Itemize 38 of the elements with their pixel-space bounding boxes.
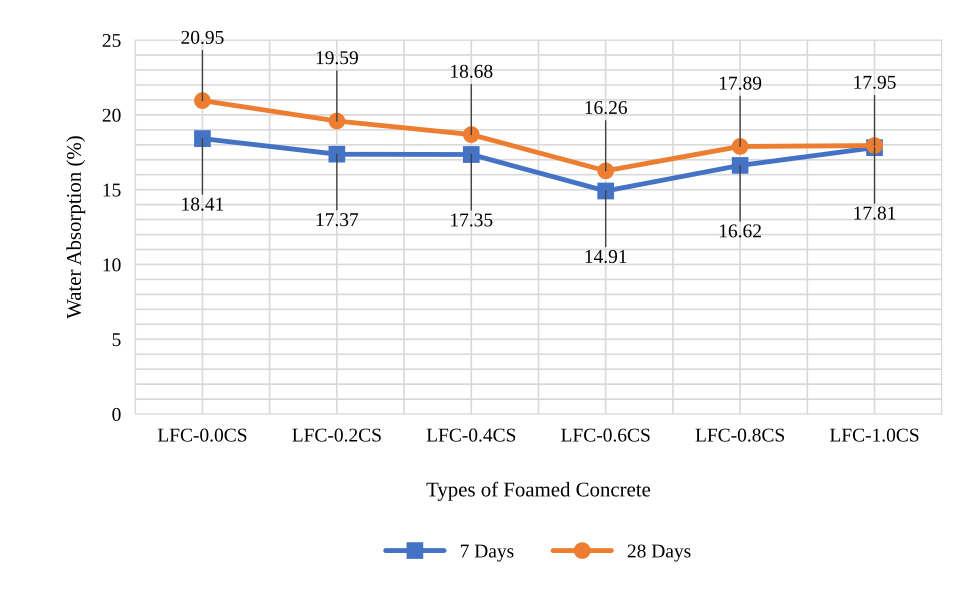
data-label: 17.89 [720, 76, 762, 90]
y-tick-label: 10 [104, 258, 121, 272]
data-label: 20.95 [181, 30, 224, 44]
data-label: 17.95 [854, 76, 896, 89]
data-label: 18.68 [451, 64, 492, 78]
data-label: 18.41 [182, 198, 224, 211]
point [194, 130, 211, 147]
data-label: 16.62 [720, 224, 761, 238]
point [597, 182, 614, 200]
point [732, 157, 748, 174]
x-axis-title: Types of Foamed Concrete [426, 482, 650, 501]
y-tick-label: 5 [112, 333, 121, 346]
point [732, 138, 748, 155]
point [462, 126, 480, 143]
point [194, 92, 211, 109]
data-label: 17.37 [316, 213, 358, 226]
y-tick-label: 25 [102, 34, 121, 47]
y-tick-label: 0 [112, 408, 121, 422]
y-axis-title: Water Absorption (%) [66, 136, 86, 319]
y-tick-label: 20 [102, 108, 121, 122]
data-label: 19.59 [316, 51, 358, 64]
legend-label: 7 Days [460, 544, 514, 562]
data-label: 14.91 [586, 250, 626, 264]
y-tick-label: 15 [104, 184, 121, 197]
x-tick-label: LFC-0.0CS [158, 428, 246, 442]
x-tick-label: LFC-0.6CS [561, 428, 650, 442]
point [462, 146, 480, 163]
legend-label: 28 Days [628, 544, 691, 562]
data-label: 16.26 [586, 101, 627, 114]
point [597, 162, 614, 180]
x-tick-label: LFC-0.8CS [696, 428, 784, 442]
x-tick-label: LFC-0.2CS [292, 428, 381, 442]
point [328, 146, 346, 163]
point [328, 112, 346, 130]
data-label: 17.81 [854, 206, 896, 220]
data-label: 17.35 [451, 213, 492, 227]
x-tick-label: LFC-0.4CS [426, 428, 516, 442]
x-tick-label: LFC-1.0CS [830, 428, 918, 442]
